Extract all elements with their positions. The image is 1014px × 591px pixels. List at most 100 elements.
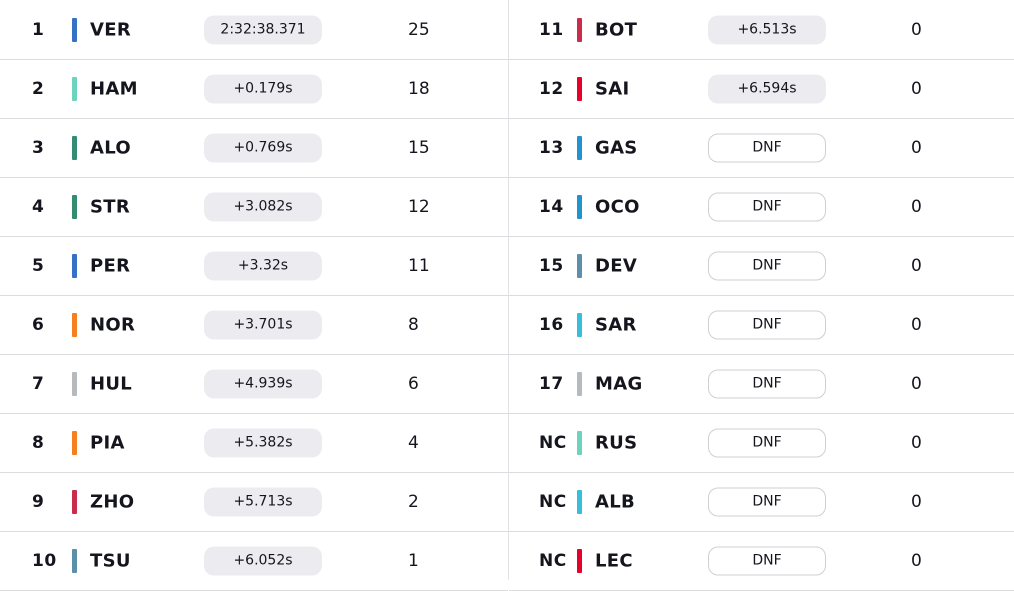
result-row[interactable]: 14 OCO DNF 0 [509,177,1014,237]
driver-code: MAG [595,373,643,394]
points-value: 0 [911,255,922,276]
position-label: 4 [32,196,45,217]
result-row[interactable]: 3 ALO +0.769s 15 [0,118,508,178]
result-row[interactable]: NC ALB DNF 0 [509,472,1014,532]
position-label: NC [539,550,567,571]
race-time: +5.713s [204,487,322,516]
result-row[interactable]: 4 STR +3.082s 12 [0,177,508,237]
result-row[interactable]: 12 SAI +6.594s 0 [509,59,1014,119]
result-row[interactable]: 1 VER 2:32:38.371 25 [0,0,508,60]
result-row[interactable]: 9 ZHO +5.713s 2 [0,472,508,532]
points-value: 0 [911,19,922,40]
points-value: 12 [408,196,430,217]
team-color-bar [72,548,77,573]
dnf-badge: DNF [708,251,826,280]
race-time: +3.701s [204,310,322,339]
team-color-bar [72,489,77,514]
points-value: 0 [911,314,922,335]
points-value: 8 [408,314,419,335]
team-color-bar [72,76,77,101]
position-label: 10 [32,550,57,571]
dnf-badge: DNF [708,546,826,575]
driver-code: VER [90,19,131,40]
position-label: 3 [32,137,45,158]
team-color-bar [72,17,77,42]
points-value: 2 [408,491,419,512]
points-value: 0 [911,137,922,158]
result-row[interactable]: 8 PIA +5.382s 4 [0,413,508,473]
dnf-badge: DNF [708,192,826,221]
position-label: 12 [539,78,564,99]
position-label: 9 [32,491,45,512]
team-color-bar [72,135,77,160]
result-row[interactable]: 15 DEV DNF 0 [509,236,1014,296]
result-row[interactable]: 5 PER +3.32s 11 [0,236,508,296]
points-value: 0 [911,491,922,512]
driver-code: HAM [90,78,138,99]
position-label: 1 [32,19,45,40]
dnf-badge: DNF [708,133,826,162]
result-row[interactable]: 2 HAM +0.179s 18 [0,59,508,119]
result-row[interactable]: 6 NOR +3.701s 8 [0,295,508,355]
result-row[interactable]: 11 BOT +6.513s 0 [509,0,1014,60]
results-column-right: 11 BOT +6.513s 0 12 SAI +6.594s 0 13 GAS DNF 0 14 OCO… [509,0,1014,591]
driver-code: STR [90,196,131,217]
result-row[interactable]: 16 SAR DNF 0 [509,295,1014,355]
team-color-bar [72,194,77,219]
points-value: 15 [408,137,430,158]
driver-code: TSU [90,550,131,571]
result-row[interactable]: 10 TSU +6.052s 1 [0,531,508,591]
points-value: 0 [911,373,922,394]
result-row[interactable]: NC RUS DNF 0 [509,413,1014,473]
position-label: 8 [32,432,45,453]
position-label: NC [539,432,567,453]
team-color-bar [577,17,582,42]
team-color-bar [577,371,582,396]
team-color-bar [577,312,582,337]
driver-code: OCO [595,196,640,217]
driver-code: ALO [90,137,131,158]
team-color-bar [577,76,582,101]
position-label: 15 [539,255,564,276]
team-color-bar [577,135,582,160]
driver-code: NOR [90,314,136,335]
points-value: 11 [408,255,430,276]
points-value: 0 [911,78,922,99]
points-value: 4 [408,432,419,453]
driver-code: DEV [595,255,638,276]
dnf-badge: DNF [708,428,826,457]
team-color-bar [577,253,582,278]
driver-code: ALB [595,491,636,512]
position-label: 16 [539,314,564,335]
driver-code: BOT [595,19,638,40]
position-label: 2 [32,78,45,99]
position-label: 14 [539,196,564,217]
result-row[interactable]: 13 GAS DNF 0 [509,118,1014,178]
race-time: +6.513s [708,15,826,44]
points-value: 18 [408,78,430,99]
driver-code: PER [90,255,131,276]
points-value: 0 [911,550,922,571]
result-row[interactable]: 17 MAG DNF 0 [509,354,1014,414]
position-label: 5 [32,255,45,276]
race-time: +3.082s [204,192,322,221]
team-color-bar [72,312,77,337]
position-label: NC [539,491,567,512]
driver-code: HUL [90,373,133,394]
result-row[interactable]: NC LEC DNF 0 [509,531,1014,591]
position-label: 13 [539,137,564,158]
position-label: 7 [32,373,45,394]
team-color-bar [577,548,582,573]
results-column-left: 1 VER 2:32:38.371 25 2 HAM +0.179s 18 3 ALO +0.769… [0,0,509,591]
position-label: 17 [539,373,564,394]
race-time: +0.179s [204,74,322,103]
result-row[interactable]: 7 HUL +4.939s 6 [0,354,508,414]
team-color-bar [72,430,77,455]
team-color-bar [577,194,582,219]
driver-code: RUS [595,432,638,453]
driver-code: GAS [595,137,638,158]
race-time: +4.939s [204,369,322,398]
driver-code: SAR [595,314,637,335]
team-color-bar [577,489,582,514]
